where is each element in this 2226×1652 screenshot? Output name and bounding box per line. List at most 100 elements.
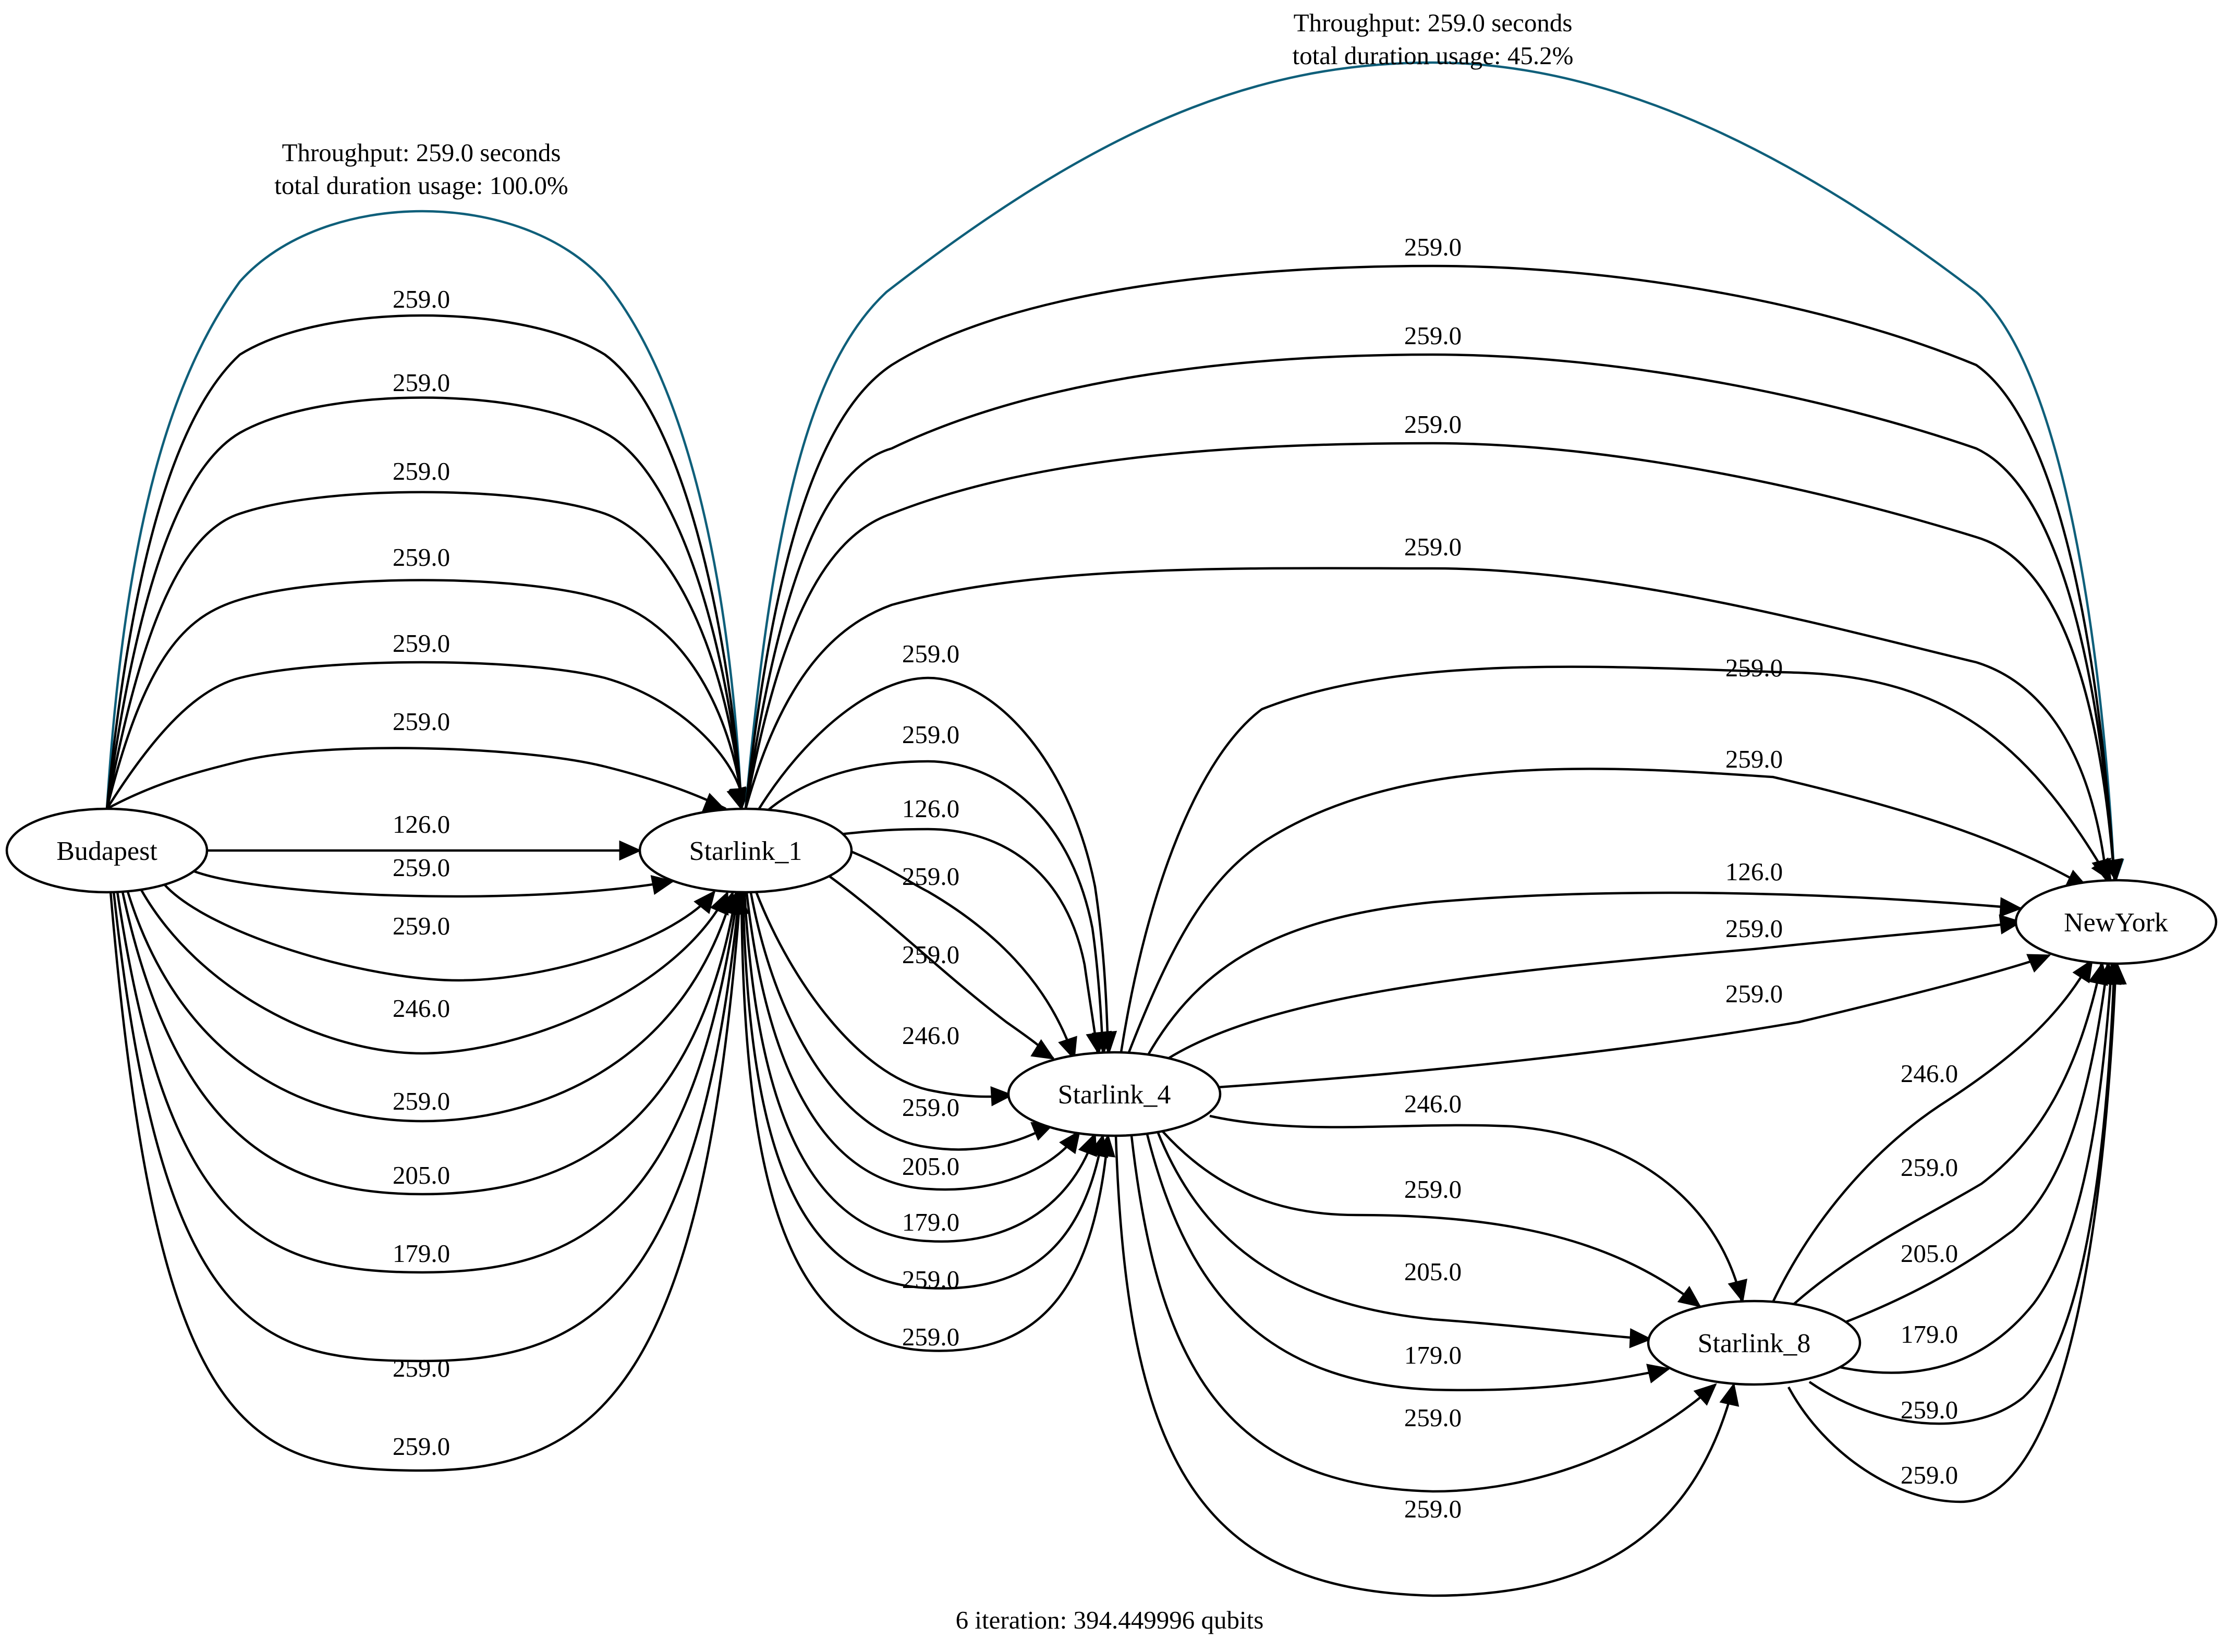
edge-line [1787, 963, 2103, 1310]
edge-arrowhead [1646, 1364, 1671, 1383]
edge-starlink-1-to-starlink-4-23: 126.0 [839, 794, 1106, 1055]
edge-arrowhead [1095, 1134, 1116, 1158]
edge-line [1217, 954, 2050, 1089]
left-throughput-text: Throughput: 259.0 seconds [282, 138, 561, 167]
edge-label: 259.0 [1725, 914, 1783, 943]
edge-line [1835, 963, 2113, 1374]
edge-label: 259.0 [393, 1354, 450, 1382]
edge-budapest-to-starlink-1-13: 179.0 [116, 891, 745, 1274]
edge-line [140, 888, 729, 1055]
edge-line [105, 396, 742, 809]
right-throughput-annotation: Throughput: 259.0 seconds total duration… [1293, 8, 1574, 70]
edge-budapest-to-starlink-1-14: 259.0 [112, 891, 747, 1382]
edge-arrowhead [694, 890, 716, 914]
edge-arrowhead [1999, 897, 2023, 917]
edge-line [192, 869, 673, 898]
left-usage-text: total duration usage: 100.0% [274, 171, 568, 200]
edge-starlink-4-to-starlink-8-42: 259.0 [1114, 1135, 1740, 1597]
edge-line [106, 747, 727, 810]
edge-starlink-8-to-newyork-44: 259.0 [1787, 962, 2108, 1310]
edge-label: 259.0 [393, 1087, 450, 1115]
edge-arrowhead [1030, 1039, 1055, 1060]
edge-arrowhead [1629, 1328, 1652, 1349]
edge-line [755, 891, 1012, 1098]
edge-arrowhead [1086, 1031, 1106, 1055]
edge-line [105, 314, 742, 809]
edge-label: 126.0 [1725, 857, 1783, 886]
edge-line [126, 891, 734, 1123]
edge-line [758, 676, 1110, 1053]
edge-label: 259.0 [902, 1322, 959, 1351]
edge-layer: 259.0 259.0 259.0 259.0 259.0 259.0 126.0 259.0… [105, 61, 2127, 1597]
node-starlink-8-label: Starlink_8 [1698, 1329, 1811, 1358]
edge-line [1114, 1135, 1735, 1597]
node-newyork[interactable]: NewYork [2014, 879, 2218, 965]
edge-line [828, 875, 1054, 1060]
edge-starlink-4-to-starlink-8-38: 259.0 [1162, 1131, 1701, 1308]
edge-line [1146, 1134, 1669, 1392]
edge-label: 259.0 [1404, 532, 1462, 561]
edge-label: 259.0 [1404, 233, 1462, 261]
edge-line [1845, 963, 2109, 1323]
edge-line [1130, 1135, 1717, 1493]
edge-arrowhead [2091, 857, 2112, 882]
edge-budapest-to-starlink-1-9: 259.0 [163, 883, 716, 982]
edge-arrowhead [1999, 914, 2023, 934]
edge-label: 246.0 [1901, 1059, 1958, 1088]
edge-arrowhead [650, 875, 675, 895]
edge-arrowhead [1728, 1278, 1748, 1303]
edge-label: 259.0 [1404, 1403, 1462, 1432]
edge-arrowhead [1058, 1036, 1077, 1061]
node-starlink-4[interactable]: Starlink_4 [1007, 1051, 1222, 1137]
edge-starlink-1-to-starlink-4-28: 205.0 [745, 892, 1081, 1191]
edge-label: 259.0 [902, 940, 959, 969]
edge-line [112, 891, 741, 1363]
edge-arrowhead [1677, 1285, 1701, 1308]
right-usage-text: total duration usage: 45.2% [1293, 41, 1574, 70]
edge-line [743, 892, 1097, 1243]
node-starlink-8[interactable]: Starlink_8 [1647, 1299, 1862, 1386]
node-starlink-4-label: Starlink_4 [1058, 1080, 1171, 1110]
edge-line [847, 848, 1076, 1059]
edge-label: 179.0 [902, 1208, 959, 1236]
edge-line [744, 264, 2116, 881]
edge-starlink-1-to-starlink-4-29: 179.0 [743, 892, 1097, 1243]
edge-label: 259.0 [1404, 1495, 1462, 1523]
edge-arrowhead [726, 786, 746, 811]
edge-line [105, 210, 742, 809]
edge-line [1156, 1131, 1651, 1341]
edge-line [1787, 963, 2118, 1503]
edge-starlink-4-to-newyork-36: 259.0 [1217, 954, 2051, 1089]
node-starlink-1[interactable]: Starlink_1 [638, 807, 853, 894]
edge-line [744, 353, 2116, 881]
edge-line [1120, 665, 2110, 1053]
edge-label: 259.0 [1901, 1461, 1958, 1489]
edge-budapest-to-starlink-1-11: 259.0 [126, 891, 737, 1123]
edge-label: 259.0 [1725, 653, 1783, 682]
edge-label: 259.0 [1725, 979, 1783, 1008]
edge-starlink-8-to-newyork-47: 259.0 [1808, 962, 2125, 1425]
edge-label: 126.0 [393, 810, 450, 839]
node-budapest-label: Budapest [56, 836, 157, 866]
edge-label: 259.0 [393, 629, 450, 658]
node-layer: Budapest Starlink_1 Starlink_4 Starlink_… [5, 807, 2218, 1386]
left-throughput-annotation: Throughput: 259.0 seconds total duration… [274, 138, 568, 200]
edge-line [1127, 768, 2087, 1053]
edge-label: 259.0 [1901, 1395, 1958, 1424]
edge-starlink-4-to-starlink-8-37: 246.0 [1209, 1089, 1748, 1303]
edge-label: 179.0 [1404, 1341, 1462, 1369]
edge-starlink-4-to-newyork-32: 259.0 [1120, 653, 2112, 1053]
edge-label: 259.0 [393, 853, 450, 882]
edge-starlink-4-to-starlink-8-40: 179.0 [1146, 1134, 1671, 1392]
edge-line [749, 892, 1054, 1151]
edge-starlink-4-to-starlink-8-41: 259.0 [1130, 1135, 1717, 1493]
edge-label: 126.0 [902, 794, 959, 823]
edge-starlink-1-to-starlink-4-25: 259.0 [828, 875, 1055, 1060]
edge-line [744, 567, 2108, 881]
edge-starlink-1-to-starlink-4-27: 259.0 [749, 892, 1055, 1151]
node-budapest[interactable]: Budapest [5, 807, 209, 894]
edge-label: 259.0 [1725, 745, 1783, 773]
edge-starlink-1-to-newyork-17: 259.0 [744, 233, 2124, 882]
edge-arrowhead [1059, 1130, 1081, 1155]
